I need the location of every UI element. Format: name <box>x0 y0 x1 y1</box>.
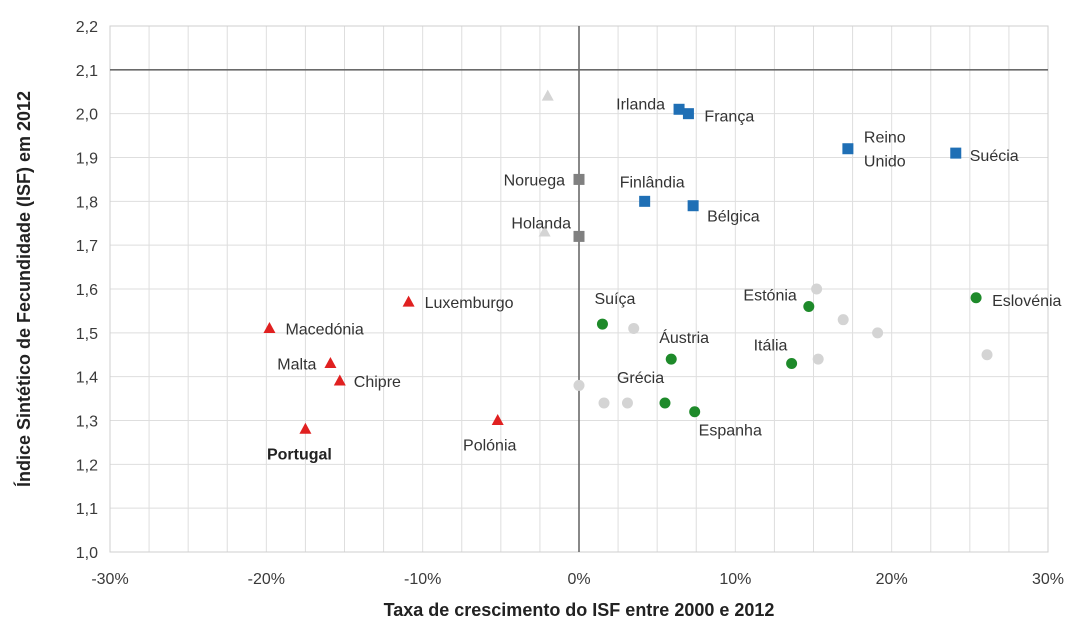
point-unlabeled <box>628 322 640 334</box>
y-tick-label: 1,3 <box>76 414 98 431</box>
x-tick-label: -20% <box>248 571 285 588</box>
y-tick-label: 1,6 <box>76 282 98 299</box>
y-axis-tick-labels: 1,0 1,1 1,2 1,3 1,4 1,5 1,6 1,7 1,8 1,9 2,0 2,1 2,2 <box>76 19 98 562</box>
point-áustria <box>665 353 677 365</box>
point-estónia <box>803 301 815 313</box>
point-portugal <box>299 422 312 434</box>
point-suíça <box>596 318 608 330</box>
point-unlabeled <box>598 397 610 409</box>
point-unlabeled <box>872 327 884 339</box>
point-holanda <box>573 230 585 242</box>
point-label: Malta <box>277 357 316 374</box>
point-label: Noruega <box>504 172 565 189</box>
point-noruega <box>573 173 585 185</box>
point-label: França <box>704 109 754 126</box>
x-tick-label: 10% <box>719 571 751 588</box>
point-label: Grécia <box>617 370 664 387</box>
y-tick-label: 2,2 <box>76 19 98 36</box>
point-label: Eslovénia <box>992 293 1061 310</box>
point-unlabeled <box>981 349 993 361</box>
point-label: Suíça <box>594 291 635 308</box>
x-tick-label: -30% <box>91 571 128 588</box>
point-unlabeled <box>837 314 849 326</box>
x-tick-label: -10% <box>404 571 441 588</box>
point-label: Espanha <box>699 423 762 440</box>
point-chipre <box>333 374 346 386</box>
point-label: Estónia <box>743 288 796 305</box>
y-tick-label: 2,0 <box>76 107 98 124</box>
x-tick-label: 30% <box>1032 571 1064 588</box>
point-label: Irlanda <box>616 96 665 113</box>
point-label: Unido <box>864 154 906 171</box>
point-finlândia <box>639 195 651 207</box>
point-label: Polónia <box>463 438 516 455</box>
point-label: Reino <box>864 130 906 147</box>
y-tick-label: 2,1 <box>76 63 98 80</box>
x-axis-tick-labels: -30% -20% -10% 0% 10% 20% 30% <box>91 571 1064 588</box>
data-points <box>263 89 993 434</box>
point-polónia <box>491 414 504 425</box>
point-luxemburgo <box>402 295 415 307</box>
point-frança <box>682 108 694 120</box>
point-label: Suécia <box>970 148 1019 165</box>
point-macedónia <box>263 321 276 333</box>
point-label: Portugal <box>267 446 332 463</box>
point-unlabeled <box>573 379 585 391</box>
point-label: Macedónia <box>285 321 363 338</box>
data-point-labels: Macedónia Malta Chipre Portugal Luxemburgo Po… <box>267 96 1062 463</box>
y-tick-label: 1,5 <box>76 326 98 343</box>
point-reino-unido <box>842 143 854 155</box>
point-unlabeled <box>621 397 633 409</box>
y-tick-label: 1,0 <box>76 545 98 562</box>
point-unlabeled <box>541 89 554 101</box>
point-label: Luxemburgo <box>425 295 514 312</box>
y-tick-label: 1,1 <box>76 501 98 518</box>
x-axis-title: Taxa de crescimento do ISF entre 2000 e … <box>384 600 775 620</box>
point-malta <box>324 357 337 369</box>
point-label: Itália <box>754 338 788 355</box>
reference-lines <box>110 26 1048 552</box>
point-label: Áustria <box>659 328 709 347</box>
point-irlanda <box>673 103 685 115</box>
point-unlabeled <box>811 283 823 295</box>
point-eslovénia <box>970 292 982 304</box>
point-grécia <box>659 397 671 409</box>
y-tick-label: 1,4 <box>76 370 98 387</box>
y-tick-label: 1,8 <box>76 194 98 211</box>
point-bélgica <box>687 200 699 212</box>
point-label: Bélgica <box>707 209 760 226</box>
point-espanha <box>689 406 701 418</box>
y-tick-label: 1,7 <box>76 238 98 255</box>
point-unlabeled <box>538 225 551 237</box>
point-label: Finlândia <box>620 174 685 191</box>
y-tick-label: 1,9 <box>76 151 98 168</box>
point-unlabeled <box>812 353 824 365</box>
point-suécia <box>950 147 962 159</box>
x-tick-label: 20% <box>876 571 908 588</box>
y-axis-title: Índice Sintético de Fecundidade (ISF) em… <box>13 91 34 487</box>
point-itália <box>786 358 798 370</box>
x-tick-label: 0% <box>567 571 590 588</box>
point-label: Holanda <box>511 215 571 232</box>
y-tick-label: 1,2 <box>76 457 98 474</box>
point-label: Chipre <box>354 374 401 391</box>
